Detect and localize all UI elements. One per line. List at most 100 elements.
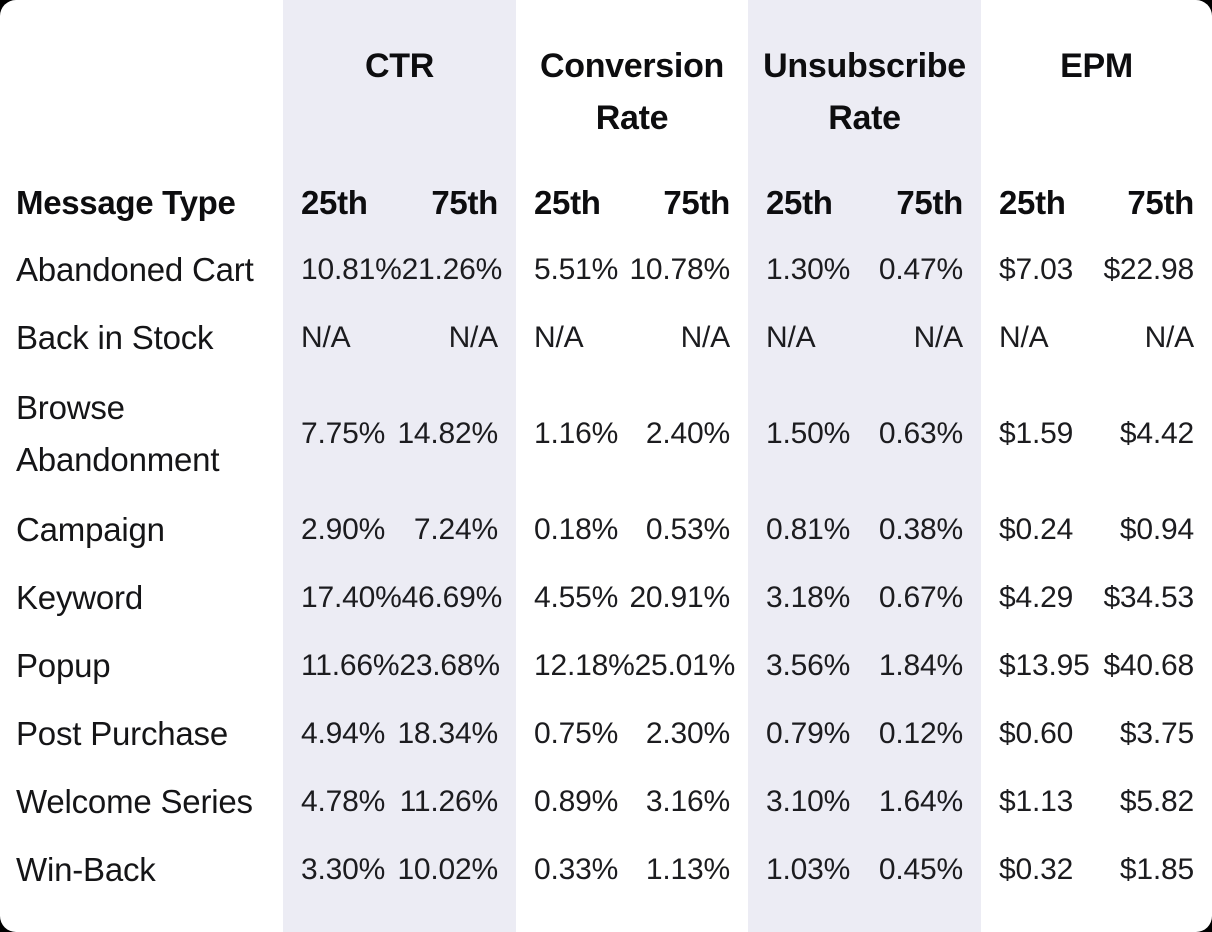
row-label: Welcome Series	[16, 783, 253, 820]
conversion-25th-value: 5.51%	[534, 253, 619, 286]
unsubscribe-25th-value: 0.79%	[766, 717, 851, 750]
epm-25th-value: N/A	[999, 321, 1049, 354]
ctr-values: 3.30% 10.02%	[283, 836, 516, 904]
ctr-75th-header: 75th	[431, 184, 498, 221]
unsubscribe-values: N/A N/A	[748, 304, 981, 372]
unsubscribe-25th-value: 1.30%	[766, 253, 851, 286]
ctr-values: 17.40% 46.69%	[283, 564, 516, 632]
unsubscribe-25th-header: 25th	[766, 184, 833, 221]
ctr-values: 11.66% 23.68%	[283, 632, 516, 700]
epm-75th-value: $1.85	[1119, 853, 1194, 886]
ctr-25th-header: 25th	[301, 184, 368, 221]
epm-75th-value: $22.98	[1103, 253, 1194, 286]
column-header-row: Message Type 25th 75th 25th 75th 25th 75…	[0, 170, 1212, 236]
unsubscribe-75th-value: 0.47%	[878, 253, 963, 286]
group-header-conversion-rate: Conversion Rate	[539, 47, 725, 137]
conversion-values: 4.55% 20.91%	[516, 564, 748, 632]
table-row: Back in Stock N/A N/A N/A N/A N/A N/A N/…	[0, 304, 1212, 372]
group-header-unsubscribe-rate: Unsubscribe Rate	[763, 47, 966, 137]
conversion-values: 12.18% 25.01%	[516, 632, 748, 700]
unsubscribe-column-stripe	[748, 0, 981, 932]
unsubscribe-subheaders: 25th 75th	[748, 170, 981, 236]
ctr-75th-value: 7.24%	[413, 513, 498, 546]
conversion-25th-value: 0.33%	[534, 853, 619, 886]
epm-75th-value: $0.94	[1119, 513, 1194, 546]
epm-values: N/A N/A	[981, 304, 1212, 372]
table-row: Keyword 17.40% 46.69% 4.55% 20.91% 3.18%…	[0, 564, 1212, 632]
conversion-75th-value: 0.53%	[645, 513, 730, 546]
conversion-25th-value: N/A	[534, 321, 584, 354]
ctr-25th-value: 17.40%	[301, 581, 402, 614]
unsubscribe-25th-value: 0.81%	[766, 513, 851, 546]
conversion-values: 0.89% 3.16%	[516, 768, 748, 836]
unsubscribe-values: 3.18% 0.67%	[748, 564, 981, 632]
unsubscribe-75th-value: 0.45%	[878, 853, 963, 886]
epm-75th-value: $3.75	[1119, 717, 1194, 750]
ctr-values: 2.90% 7.24%	[283, 496, 516, 564]
epm-values: $0.32 $1.85	[981, 836, 1212, 904]
unsubscribe-75th-value: 0.63%	[878, 417, 963, 450]
ctr-values: 4.94% 18.34%	[283, 700, 516, 768]
epm-75th-value: $4.42	[1119, 417, 1194, 450]
unsubscribe-values: 3.56% 1.84%	[748, 632, 981, 700]
ctr-25th-value: N/A	[301, 321, 351, 354]
unsubscribe-75th-value: 0.67%	[878, 581, 963, 614]
conversion-25th-value: 4.55%	[534, 581, 619, 614]
ctr-75th-value: 11.26%	[399, 785, 499, 818]
ctr-75th-value: N/A	[448, 321, 499, 354]
table-row: Win-Back 3.30% 10.02% 0.33% 1.13% 1.03% …	[0, 836, 1212, 904]
ctr-25th-value: 10.81%	[301, 253, 402, 286]
unsubscribe-25th-value: 1.50%	[766, 417, 851, 450]
ctr-values: N/A N/A	[283, 304, 516, 372]
unsubscribe-75th-value: N/A	[913, 321, 964, 354]
conversion-25th-value: 0.89%	[534, 785, 619, 818]
ctr-75th-value: 14.82%	[397, 417, 498, 450]
row-label: Abandoned Cart	[16, 251, 254, 288]
row-label: Browse Abandonment	[16, 389, 220, 478]
row-label: Campaign	[16, 511, 165, 548]
ctr-values: 4.78% 11.26%	[283, 768, 516, 836]
conversion-25th-value: 12.18%	[534, 649, 635, 682]
ctr-25th-value: 2.90%	[301, 513, 386, 546]
unsubscribe-75th-value: 1.64%	[878, 785, 963, 818]
conversion-75th-value: 10.78%	[629, 253, 730, 286]
group-header-spacer	[0, 0, 283, 40]
unsubscribe-values: 1.30% 0.47%	[748, 236, 981, 304]
conversion-75th-value: 3.16%	[645, 785, 730, 818]
ctr-column-stripe	[283, 0, 516, 932]
epm-75th-value: N/A	[1144, 321, 1195, 354]
ctr-25th-value: 7.75%	[301, 417, 386, 450]
epm-values: $1.59 $4.42	[981, 372, 1212, 496]
unsubscribe-25th-value: 3.10%	[766, 785, 851, 818]
epm-values: $7.03 $22.98	[981, 236, 1212, 304]
conversion-values: 0.33% 1.13%	[516, 836, 748, 904]
table-row: Campaign 2.90% 7.24% 0.18% 0.53% 0.81% 0…	[0, 496, 1212, 564]
conversion-25th-value: 0.75%	[534, 717, 619, 750]
unsubscribe-75th-value: 0.12%	[878, 717, 963, 750]
table-row: Welcome Series 4.78% 11.26% 0.89% 3.16% …	[0, 768, 1212, 836]
epm-values: $0.60 $3.75	[981, 700, 1212, 768]
conversion-75th-header: 75th	[663, 184, 730, 221]
conversion-25th-value: 1.16%	[534, 417, 619, 450]
row-label: Win-Back	[16, 851, 156, 888]
group-header-row: CTR Conversion Rate Unsubscribe Rate EPM	[0, 0, 1212, 170]
conversion-values: 0.18% 0.53%	[516, 496, 748, 564]
epm-values: $0.24 $0.94	[981, 496, 1212, 564]
epm-25th-value: $0.60	[999, 717, 1074, 750]
unsubscribe-values: 1.03% 0.45%	[748, 836, 981, 904]
ctr-75th-value: 23.68%	[399, 649, 500, 682]
epm-values: $13.95 $40.68	[981, 632, 1212, 700]
table-row: Popup 11.66% 23.68% 12.18% 25.01% 3.56% …	[0, 632, 1212, 700]
table-row: Abandoned Cart 10.81% 21.26% 5.51% 10.78…	[0, 236, 1212, 304]
epm-75th-value: $40.68	[1103, 649, 1194, 682]
epm-25th-value: $1.59	[999, 417, 1074, 450]
conversion-75th-value: 25.01%	[634, 649, 736, 682]
conversion-values: 1.16% 2.40%	[516, 372, 748, 496]
ctr-75th-value: 21.26%	[401, 253, 503, 286]
ctr-values: 7.75% 14.82%	[283, 372, 516, 496]
unsubscribe-25th-value: 3.56%	[766, 649, 851, 682]
unsubscribe-25th-value: 1.03%	[766, 853, 851, 886]
ctr-25th-value: 3.30%	[301, 853, 386, 886]
conversion-75th-value: 1.13%	[645, 853, 730, 886]
conversion-25th-value: 0.18%	[534, 513, 619, 546]
